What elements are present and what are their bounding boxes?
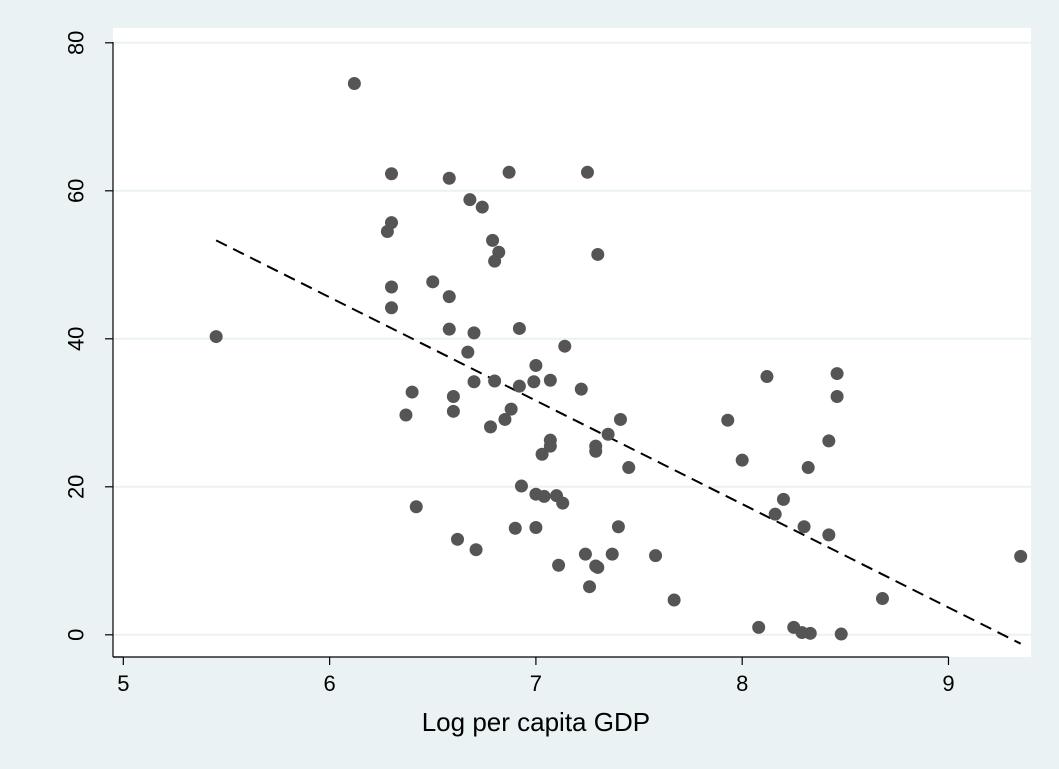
x-axis-title: Log per capita GDP: [422, 707, 650, 737]
data-point: [822, 528, 836, 542]
data-point: [543, 439, 557, 453]
data-point: [451, 532, 465, 546]
data-point: [475, 200, 489, 214]
data-point: [830, 390, 844, 404]
data-point: [558, 339, 572, 353]
data-point: [535, 447, 549, 461]
data-point: [591, 560, 605, 574]
data-point: [446, 390, 460, 404]
data-point: [426, 275, 440, 289]
data-point: [446, 404, 460, 418]
data-point: [384, 216, 398, 230]
data-point: [488, 374, 502, 388]
data-point: [721, 413, 735, 427]
x-tick-label: 8: [736, 671, 748, 696]
data-point: [589, 444, 603, 458]
axes: 0 20 40 60 80 5 6 7 8 9: [64, 31, 955, 696]
data-point: [498, 412, 512, 426]
data-points: [209, 77, 1028, 641]
data-point: [512, 379, 526, 393]
data-point: [463, 193, 477, 207]
data-point: [442, 322, 456, 336]
data-point: [209, 330, 223, 344]
data-point: [605, 547, 619, 561]
data-point: [529, 521, 543, 534]
data-point: [776, 492, 790, 506]
x-tick-label: 5: [117, 671, 129, 696]
data-point: [486, 233, 500, 247]
data-point: [797, 520, 811, 534]
data-point: [760, 370, 774, 384]
data-point: [613, 412, 627, 426]
y-tick-label: 40: [64, 327, 89, 351]
plot-area: [113, 28, 1031, 657]
data-point: [527, 375, 541, 389]
data-point: [461, 345, 475, 359]
data-point: [875, 592, 889, 606]
data-point: [803, 626, 817, 640]
x-tick-label: 7: [530, 671, 542, 696]
y-tick-label: 80: [64, 31, 89, 55]
data-point: [768, 507, 782, 521]
data-point: [467, 375, 481, 389]
data-point: [409, 500, 423, 514]
data-point: [469, 543, 483, 557]
y-tick-label: 20: [64, 475, 89, 499]
data-point: [384, 280, 398, 294]
data-point: [399, 408, 413, 422]
gridlines: [113, 41, 1031, 636]
fitted-line: [215, 239, 1022, 645]
data-point: [583, 580, 597, 594]
data-point: [591, 247, 605, 261]
y-tick-label: 60: [64, 179, 89, 203]
data-point: [537, 489, 551, 503]
y-tick-label: 0: [64, 629, 89, 641]
data-point: [502, 165, 516, 179]
data-point: [442, 290, 456, 304]
data-point: [578, 547, 592, 561]
data-point: [830, 367, 844, 381]
data-point: [822, 434, 836, 448]
data-point: [384, 301, 398, 315]
data-point: [834, 627, 848, 641]
data-point: [467, 326, 481, 340]
data-point: [752, 620, 766, 634]
data-point: [347, 77, 361, 90]
data-point: [667, 593, 681, 607]
data-point: [1014, 549, 1028, 563]
data-point: [735, 453, 749, 467]
data-point: [514, 479, 528, 493]
data-point: [504, 402, 518, 416]
data-point: [508, 521, 522, 535]
data-point: [512, 321, 526, 335]
fit-line-layer: [215, 239, 1022, 645]
data-point: [529, 358, 543, 372]
data-point: [552, 558, 566, 572]
data-point: [484, 420, 498, 434]
data-point: [384, 167, 398, 181]
data-point: [580, 165, 594, 179]
x-tick-label: 6: [323, 671, 335, 696]
x-tick-label: 9: [942, 671, 954, 696]
data-point: [622, 461, 636, 475]
data-point: [574, 382, 588, 396]
data-point: [556, 496, 570, 510]
data-point: [442, 171, 456, 185]
data-point: [601, 427, 615, 441]
data-point: [649, 549, 663, 563]
data-point: [492, 245, 506, 259]
data-point: [543, 373, 557, 387]
data-point: [611, 520, 625, 534]
data-point: [801, 461, 815, 475]
data-point: [405, 385, 419, 399]
